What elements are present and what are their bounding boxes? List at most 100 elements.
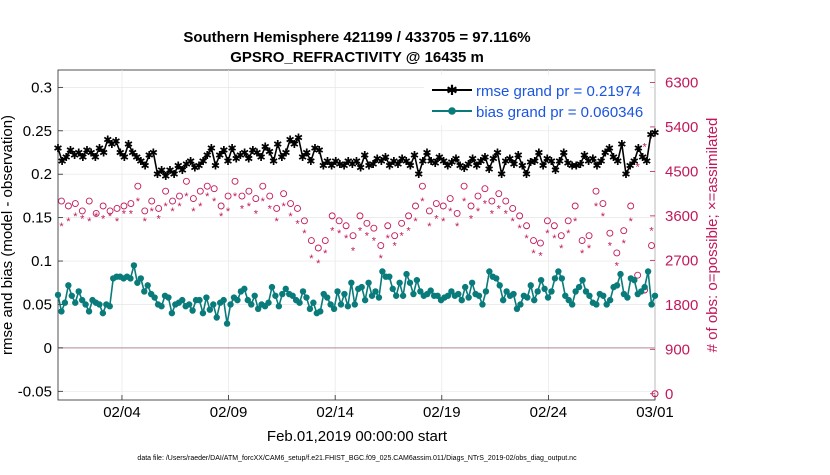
bias-point: [275, 303, 283, 310]
obs-assimilated-point: *: [573, 216, 578, 228]
rmse-point: ✱: [596, 156, 605, 168]
rmse-point: ✱: [331, 156, 340, 168]
obs-assimilated-point: *: [462, 196, 467, 208]
obs-assimilated-point: *: [386, 233, 391, 245]
legend-rmse-label: rmse grand pr = 0.21974: [476, 83, 641, 100]
rmse-point: ✱: [190, 162, 199, 174]
obs-possible-point: [446, 195, 454, 203]
obs-assimilated-point: *: [268, 203, 273, 215]
rmse-point: ✱: [207, 143, 216, 155]
rmse-point: ✱: [613, 156, 622, 168]
rmse-point: ✱: [248, 145, 257, 157]
bias-point: [624, 294, 631, 301]
bias-point: [279, 290, 286, 298]
obs-possible-point: [578, 237, 586, 245]
obs-possible-point: [141, 207, 149, 215]
bias-point: [389, 285, 396, 293]
obs-possible-point: [432, 200, 440, 207]
obs-possible-point: [606, 229, 614, 237]
rmse-point: ✱: [576, 159, 585, 171]
obs-assimilated-point: *: [420, 196, 425, 208]
obs-possible-point: [280, 190, 288, 198]
obs-assimilated-point: *: [240, 203, 245, 215]
obs-possible-point: [287, 200, 295, 207]
grid: [58, 70, 656, 400]
bias-point: [413, 276, 421, 284]
rmse-point: ✱: [232, 154, 241, 166]
bias-point: [337, 301, 345, 308]
bias-point: [199, 309, 207, 317]
obs-assimilated-point: *: [150, 206, 155, 218]
obs-assimilated-point: *: [434, 213, 439, 225]
rmse-point: ✱: [526, 157, 535, 169]
obs-assimilated-point: *: [469, 213, 474, 225]
bias-point: [189, 307, 196, 314]
bias-point: [510, 290, 517, 298]
bias-point: [617, 270, 624, 278]
bias-point: [361, 296, 369, 304]
tick-label-x: 02/04: [103, 404, 141, 421]
obs-assimilated-point: *: [399, 231, 404, 243]
rmse-point: ✱: [646, 129, 655, 141]
bias-point: [365, 279, 372, 286]
obs-assimilated-point: *: [517, 223, 522, 235]
bias-point: [265, 299, 272, 306]
tick-label-left: -0.05: [18, 383, 52, 400]
obs-assimilated-point: *: [288, 211, 293, 223]
bias-point: [96, 301, 103, 308]
rmse-point: ✱: [87, 148, 96, 160]
obs-possible-point: [245, 187, 253, 195]
bias-point: [613, 282, 621, 289]
obs-possible-point: [64, 202, 72, 210]
bias-point: [434, 292, 441, 299]
obs-possible-point: [99, 202, 107, 210]
obs-possible-point: [127, 200, 135, 207]
obs-assimilated-point: *: [129, 208, 134, 220]
obs-possible-point: [425, 207, 433, 215]
obs-possible-point: [328, 212, 336, 220]
obs-possible-point: [58, 197, 65, 205]
rmse-point: ✱: [368, 159, 377, 171]
rmse-point: ✱: [91, 152, 100, 164]
rmse-point: ✱: [290, 139, 299, 151]
obs-possible-point: [370, 224, 378, 232]
rmse-point: ✱: [422, 148, 431, 160]
rmse-point: ✱: [335, 159, 344, 171]
bias-point: [85, 308, 93, 315]
bias-point: [248, 301, 255, 308]
obs-assimilated-point: *: [511, 216, 516, 228]
obs-assimilated-point: *: [531, 248, 536, 260]
rmse-point: ✱: [468, 154, 477, 166]
rmse-point: ✱: [418, 156, 427, 168]
obs-assimilated-point: *: [642, 142, 647, 154]
obs-assimilated-point: *: [649, 226, 654, 238]
tick-label-left: 0: [44, 340, 52, 357]
obs-assimilated-point: *: [490, 208, 495, 220]
bias-point: [565, 296, 572, 304]
obs-possible-point: [502, 197, 510, 205]
rmse-point: ✱: [286, 134, 295, 146]
obs-possible-point: [550, 222, 558, 230]
obs-assimilated-point: *: [406, 226, 411, 238]
obs-assimilated-point: *: [615, 260, 620, 272]
bias-point: [330, 305, 338, 313]
rmse-point: ✱: [609, 152, 618, 164]
obs-assimilated-point: *: [393, 241, 398, 253]
obs-assimilated-point: *: [413, 216, 418, 228]
obs-possible-point: [412, 202, 419, 210]
rmse-point: ✱: [381, 152, 390, 164]
footnote: data file: /Users/raeder/DAI/ATM_forcXX/…: [137, 455, 577, 462]
bias-point: [375, 294, 383, 301]
bias-point: [644, 268, 652, 275]
axes: -0.05 0 0.05 0.1 0.15 0.2 0.25 0.3 0 900 1800 2700 3…: [18, 74, 699, 421]
legend-rmse-star: ✱: [446, 82, 458, 98]
rmse-point: ✱: [397, 154, 406, 166]
rmse-point: ✱: [514, 150, 523, 162]
bias-point: [203, 294, 210, 301]
series-line: [57, 131, 656, 178]
bias-point: [303, 294, 310, 301]
obs-possible-point: [155, 205, 163, 212]
obs-possible-point: [273, 205, 281, 212]
bias-point: [306, 305, 314, 313]
obs-possible-point: [648, 242, 655, 249]
